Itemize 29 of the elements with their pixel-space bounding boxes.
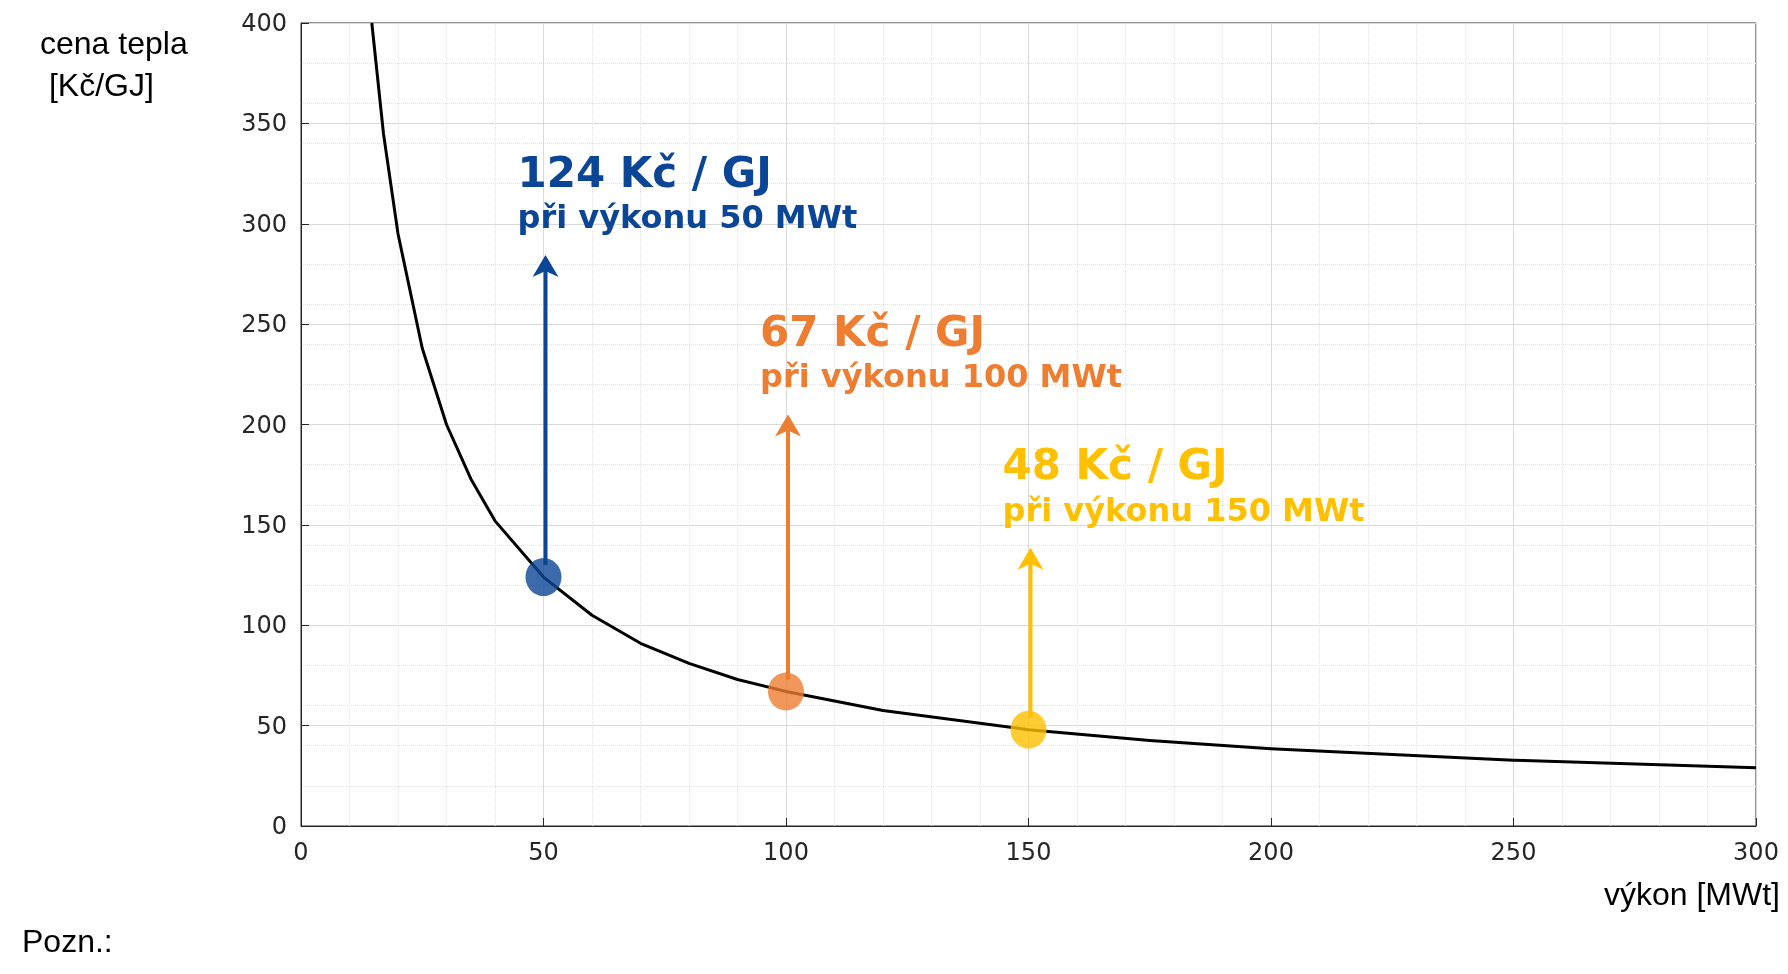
y-tick-label: 0 [271,812,287,840]
x-tick-label: 0 [293,838,309,866]
y-tick-label: 400 [241,9,287,37]
y-tick-label: 200 [241,410,287,439]
annotation: při výkonu 100 MWt [760,357,1122,396]
x-tick-label: 100 [763,838,809,866]
x-tick-label: 250 [1490,838,1537,866]
annotation: 67 Kč / GJ [760,307,986,356]
y-tick-label: 350 [241,109,287,138]
point [768,672,804,711]
x-tick-label: 150 [1005,838,1052,866]
annotation: 48 Kč / GJ [1002,440,1228,490]
y-tick-label: 150 [241,510,287,539]
y-tick-label: 100 [241,611,287,640]
y-tick-label: 300 [241,209,287,238]
point [525,558,562,597]
x-tick-label: 300 [1733,838,1779,866]
y-tick-label: 250 [241,310,287,339]
annotation: 124 Kč / GJ [517,147,772,197]
line-series [370,21,1758,770]
x-tick-label: 200 [1248,838,1294,866]
text: Pozn.: [22,923,113,959]
y-tick-label: 50 [256,711,287,740]
annotation: při výkonu 150 MWt [1002,490,1365,529]
x-axis-title: výkon [MWt] [1603,876,1780,912]
x-tick-label: 50 [528,838,559,866]
point [1010,710,1047,749]
annotation: při výkonu 50 MWt [517,198,858,237]
y-axis-title: cena tepla [Kč/GJ] [40,25,188,103]
